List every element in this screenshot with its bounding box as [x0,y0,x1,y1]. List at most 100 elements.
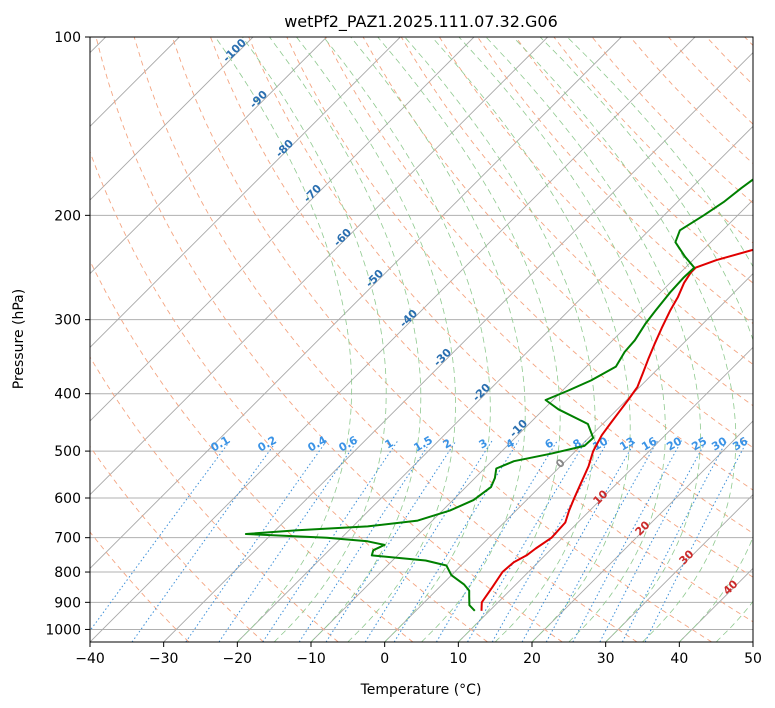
moist-adiabat-label: 30 [677,547,697,567]
isotherm [90,37,401,348]
y-tick-label: 300 [54,313,81,329]
mixing-ratio-line [131,440,278,642]
moist-adiabat [296,37,456,642]
temperature-line [480,248,753,611]
x-tick-label: 30 [597,651,615,667]
dry-adiabat [706,37,753,86]
dry-adiabat [400,37,753,407]
moist-adiabat-label: 20 [633,518,653,538]
dewpoint-line [244,178,753,612]
isotherm [679,567,753,642]
mixing-ratio-line [521,440,637,642]
y-tick-label: 500 [54,444,81,460]
moist-adiabat [566,37,753,642]
skew-line-labels: -100-90-80-70-60-50-40-30-20-100.1 0.2 0.4… [209,36,751,598]
y-tick-label: 1000 [45,622,81,638]
mixing-ratio-line [364,440,493,642]
moist-adiabat [404,37,596,642]
mixing-ratio-line [325,440,457,642]
mixing-ratio-line [218,440,358,642]
dry-adiabat-label: -80 [273,137,296,160]
mixing-ratio-label: 13 [617,435,637,454]
x-tick-label: −10 [296,651,326,667]
mixing-ratio-line [545,440,659,642]
isotherm [90,37,696,642]
isotherm [163,52,753,642]
isotherm [605,494,753,642]
moist-adiabat [214,37,353,642]
dry-adiabat [90,531,190,642]
isotherm [90,37,475,422]
y-tick-label: 200 [54,208,81,224]
dry-adiabat [210,37,753,623]
dry-adiabat [553,37,753,244]
y-axis-label: Pressure (hPa) [11,289,27,389]
mixing-ratio-label: 25 [689,435,709,454]
moist-adiabat [377,37,561,642]
background-lines [90,37,753,642]
x-tick-label: 0 [380,651,389,667]
isotherm [90,37,327,275]
isotherm [752,641,753,642]
dry-adiabat-label: -90 [247,88,270,111]
dry-adiabat-label: -60 [331,226,354,249]
moist-adiabat [539,37,753,642]
mixing-ratio-line [185,440,328,642]
moist-adiabat [431,37,631,642]
mixing-ratio-line [393,440,520,642]
mixing-ratio-label: 30 [709,434,729,453]
dry-adiabat-label: -100 [220,36,249,65]
dry-adiabat-label: -30 [431,346,454,369]
x-tick-label: 20 [523,651,541,667]
mixing-ratio-line [435,440,558,642]
x-tick-label: −40 [75,651,105,667]
isotherm [237,125,753,642]
x-tick-label: 40 [670,651,688,667]
y-tick-label: 100 [54,30,81,46]
mixing-ratio-line [467,440,587,642]
isotherm [90,37,254,201]
dry-adiabat [286,37,753,534]
chart-title: wetPf2_PAZ1.2025.111.07.32.G06 [284,12,558,32]
isotherm [310,199,753,642]
dry-adiabat [90,356,339,642]
x-axis-label: Temperature (°C) [360,682,482,698]
mixing-ratio-line [491,440,609,642]
moist-adiabat [485,37,702,642]
isotherm [531,420,753,642]
moist-adiabat-label: 10 [591,487,611,507]
mixing-ratio-line [599,440,707,642]
dry-adiabat [744,37,753,47]
dry-adiabat [171,37,712,642]
dry-adiabat [133,37,638,642]
dry-adiabat-label: -40 [397,307,420,330]
mixing-ratio-line [621,440,728,642]
mixing-ratio-label: 36 [730,434,750,453]
x-tick-label: 10 [449,651,467,667]
x-tick-label: −30 [149,651,179,667]
moist-adiabat [269,37,422,642]
dry-adiabat-label: -70 [301,182,324,205]
moist-adiabat [458,37,666,642]
dry-adiabat [90,150,488,642]
dry-adiabat [439,37,753,365]
y-tick-label: 700 [54,531,81,547]
y-tick-label: 800 [54,565,81,581]
mixing-ratio-line [262,440,399,642]
x-tick-label: 50 [744,651,762,667]
moist-adiabat [350,37,526,642]
mixing-ratio-label: 16 [639,434,659,453]
x-tick-label: −20 [223,651,253,667]
dry-adiabat [515,37,753,284]
moist-adiabat [242,37,387,642]
plot-frame [89,36,754,643]
isotherm [384,273,753,642]
dry-adiabat [90,445,264,642]
mixing-ratio-label: 2 [441,436,454,451]
mixing-ratio-line [298,440,432,642]
axes: −40 −30 −20 −10 0 10 20 30 40 50 100 200 300 400 500 60… [45,30,762,667]
isotherm [90,37,622,569]
mixing-ratio-line [572,440,683,642]
y-tick-label: 900 [54,595,81,611]
